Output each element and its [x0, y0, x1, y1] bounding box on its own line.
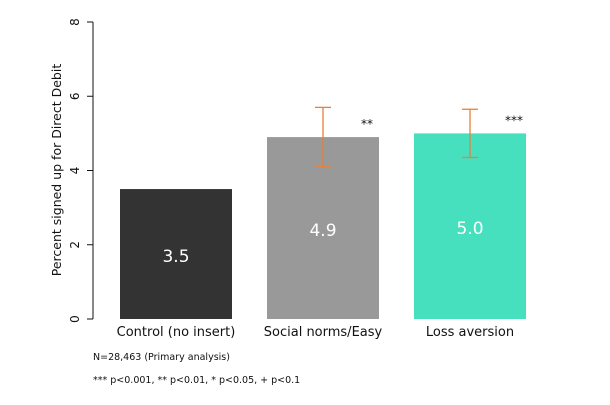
bar-value-label: 3.5	[162, 247, 189, 267]
bars: 3.5 Control (no insert) 4.9 ** Social norms/…	[117, 106, 526, 340]
x-category-label: Control (no insert)	[117, 325, 236, 340]
y-tick-label: 6	[68, 92, 82, 100]
bar-value-label: 5.0	[456, 219, 483, 239]
bar-value-label: 4.9	[309, 221, 336, 241]
significance-mark: **	[361, 117, 373, 131]
y-tick-label: 8	[68, 18, 82, 26]
significance-mark: ***	[505, 113, 523, 127]
x-category-label: Social norms/Easy	[264, 325, 383, 340]
y-axis-ticks: 0 2 4 6 8	[68, 18, 93, 323]
bar	[414, 133, 526, 319]
y-axis-label: Percent signed up for Direct Debit	[49, 64, 64, 277]
significance-legend-note: *** p<0.001, ** p<0.01, * p<0.05, + p<0.…	[93, 375, 301, 386]
sample-size-note: N=28,463 (Primary analysis)	[93, 352, 230, 363]
y-tick-label: 0	[68, 315, 82, 323]
bar	[120, 189, 232, 319]
y-tick-label: 2	[68, 241, 82, 249]
y-tick-label: 4	[68, 167, 82, 175]
x-category-label: Loss aversion	[426, 325, 514, 340]
